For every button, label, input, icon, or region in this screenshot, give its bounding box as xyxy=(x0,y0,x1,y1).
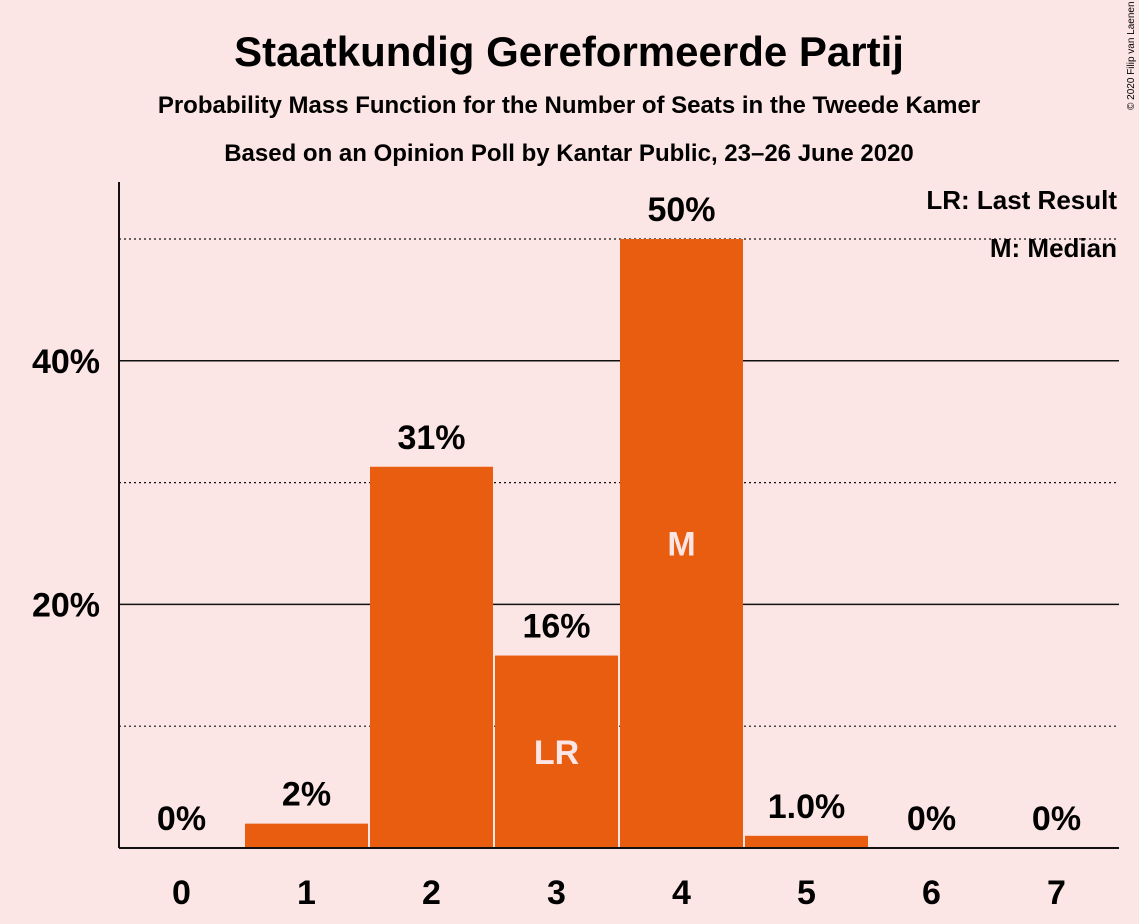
copyright: © 2020 Filip van Laenen xyxy=(1126,1,1137,110)
bar-value-label: 0% xyxy=(157,800,206,838)
legend-last-result: LR: Last Result xyxy=(926,185,1117,215)
y-tick-label: 40% xyxy=(32,343,100,381)
bar xyxy=(495,655,618,848)
bar xyxy=(245,823,368,848)
bar-value-label: 50% xyxy=(647,191,715,229)
bar-value-label: 16% xyxy=(522,608,590,646)
bar xyxy=(745,835,868,848)
bar-value-label: 2% xyxy=(282,776,331,814)
gridlines: 20% 40% xyxy=(32,238,1119,727)
chart-subtitle: Probability Mass Function for the Number… xyxy=(158,92,980,119)
bar-value-label: 0% xyxy=(907,800,956,838)
x-tick-label: 1 xyxy=(297,874,316,912)
bar-value-label: 31% xyxy=(397,419,465,457)
x-tick-label: 4 xyxy=(672,874,691,912)
bar xyxy=(370,466,493,848)
x-tick-label: 0 xyxy=(172,874,191,912)
x-tick-label: 5 xyxy=(797,874,816,912)
x-tick-label: 2 xyxy=(422,874,441,912)
x-tick-label: 7 xyxy=(1047,874,1066,912)
axes xyxy=(118,182,1119,849)
x-tick-label: 3 xyxy=(547,874,566,912)
chart-subtitle-source: Based on an Opinion Poll by Kantar Publi… xyxy=(224,140,914,167)
bar xyxy=(620,239,743,848)
legend-median: M: Median xyxy=(990,233,1117,263)
y-tick-label: 20% xyxy=(32,586,100,624)
x-tick-label: 6 xyxy=(922,874,941,912)
bar-value-label: 1.0% xyxy=(768,788,846,826)
bars xyxy=(245,239,868,848)
chart-title: Staatkundig Gereformeerde Partij xyxy=(234,28,904,75)
bar-value-label: 0% xyxy=(1032,800,1081,838)
bar-inner-label: LR xyxy=(534,734,579,772)
bar-inner-label: M xyxy=(667,526,695,564)
